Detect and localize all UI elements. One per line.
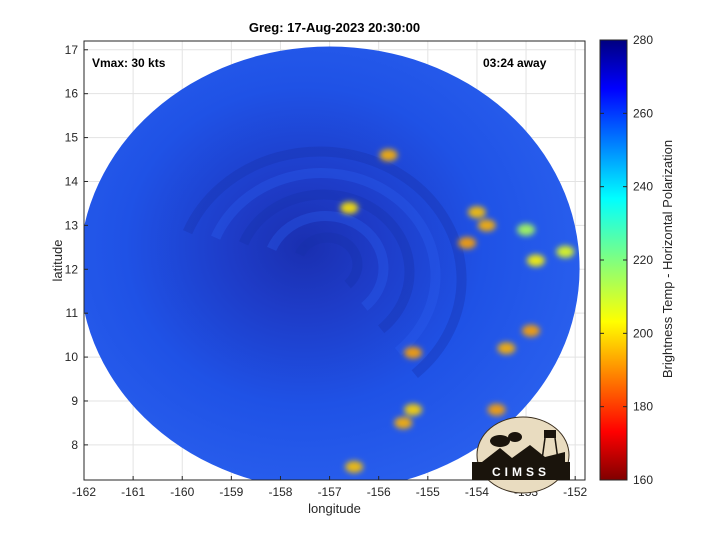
colorbar-label: Brightness Temp - Horizontal Polarizatio… [660, 140, 675, 378]
colorbar-tick-label: 280 [633, 33, 653, 47]
y-tick-label: 14 [65, 174, 79, 188]
feature-mark [394, 416, 413, 429]
y-tick-label: 11 [66, 306, 79, 320]
x-tick-label: -157 [318, 485, 342, 499]
y-ticks: 8 9 10 11 12 13 14 15 16 17 [65, 43, 88, 452]
vmax-annotation: Vmax: 30 kts [92, 56, 166, 70]
cimss-logo: CIMSS [472, 416, 570, 494]
x-tick-label: -160 [170, 485, 194, 499]
feature-mark [467, 206, 486, 219]
y-tick-label: 12 [65, 262, 79, 276]
convective-features [340, 149, 575, 473]
dish-icon-small [508, 432, 522, 442]
y-tick-label: 17 [65, 43, 79, 57]
away-annotation: 03:24 away [483, 56, 547, 70]
y-axis-label: latitude [50, 240, 65, 282]
plot-area: -162-161-160-159-158-157-156-155-154-153… [65, 40, 588, 499]
colorbar: 160 180 200 220 240 260 280 Brightness Temp - … [599, 33, 675, 487]
feature-mark [477, 219, 496, 232]
feature-mark [404, 346, 423, 359]
x-tick-label: -162 [72, 485, 96, 499]
y-tick-label: 16 [65, 87, 79, 101]
x-tick-label: -161 [121, 485, 145, 499]
logo-banner [472, 462, 570, 480]
x-axis-label: longitude [308, 501, 361, 516]
x-tick-label: -156 [367, 485, 391, 499]
plot-border [83, 40, 586, 481]
colorbar-gradient [599, 39, 628, 481]
feature-mark [404, 403, 423, 416]
data-swath [84, 46, 580, 480]
swirl-bands [183, 146, 467, 378]
colorbar-ticks: 160 180 200 220 240 260 280 [600, 33, 653, 487]
swath-layer [84, 46, 580, 480]
chart-title: Greg: 17-Aug-2023 20:30:00 [249, 20, 420, 35]
feature-mark [487, 403, 506, 416]
x-tick-label: -155 [416, 485, 440, 499]
dish-icon [490, 435, 510, 447]
colorbar-tick-label: 220 [633, 253, 653, 267]
y-tick-label: 9 [71, 394, 78, 408]
y-tick-label: 8 [71, 438, 78, 452]
feature-mark [345, 460, 364, 473]
colorbar-tick-label: 160 [633, 473, 653, 487]
y-tick-label: 13 [65, 218, 79, 232]
colorbar-tick-label: 240 [633, 180, 653, 194]
y-tick-label: 15 [65, 131, 79, 145]
feature-mark [521, 324, 540, 337]
feature-mark [556, 245, 575, 258]
x-tick-label: -152 [563, 485, 587, 499]
feature-mark [458, 236, 477, 249]
feature-mark [379, 149, 398, 162]
logo-text: CIMSS [492, 465, 550, 479]
water-tower-icon [544, 430, 556, 438]
x-tick-label: -159 [219, 485, 243, 499]
x-tick-label: -158 [268, 485, 292, 499]
x-ticks: -162-161-160-159-158-157-156-155-154-153… [72, 476, 588, 499]
feature-mark [526, 254, 545, 267]
feature-mark [497, 342, 516, 355]
colorbar-tick-label: 200 [633, 326, 653, 340]
feature-mark [340, 201, 359, 214]
colorbar-tick-label: 260 [633, 106, 653, 120]
x-tick-label: -154 [465, 485, 489, 499]
colorbar-tick-label: 180 [633, 400, 653, 414]
y-tick-label: 10 [65, 350, 79, 364]
feature-mark [517, 223, 536, 236]
